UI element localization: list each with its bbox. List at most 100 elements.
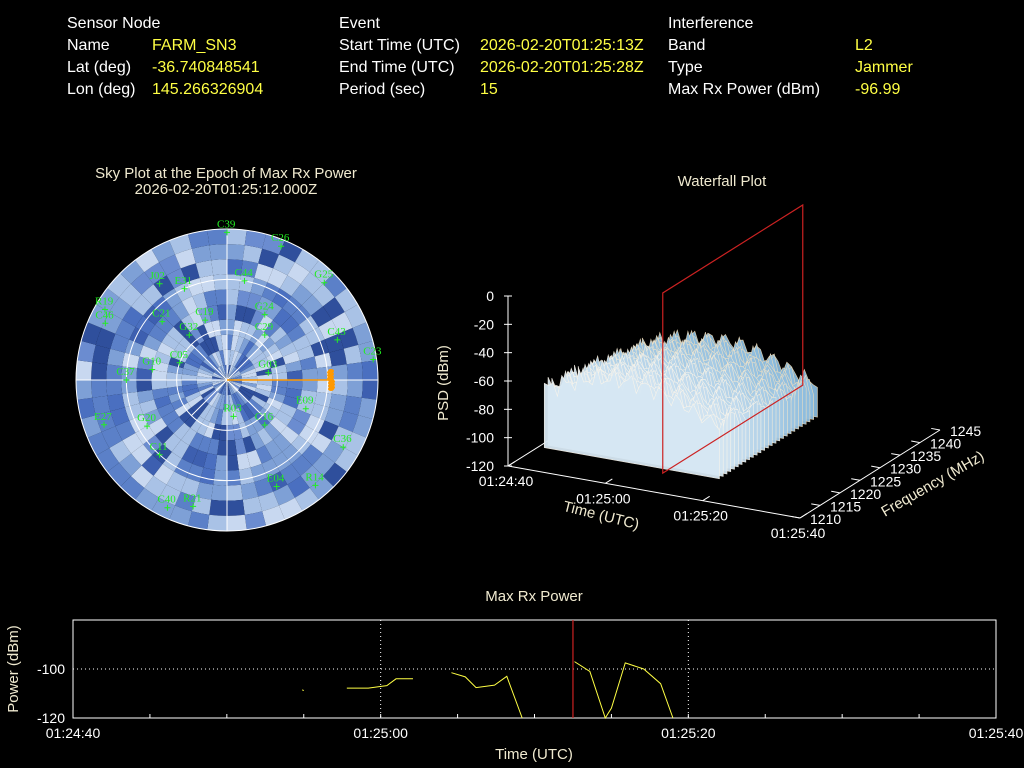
sky-cell bbox=[242, 403, 255, 420]
satellite-marker bbox=[312, 482, 319, 489]
sky-cell bbox=[122, 306, 144, 328]
sky-cell bbox=[199, 385, 214, 396]
satellite-label: C19 bbox=[195, 306, 214, 318]
sky-cell bbox=[361, 380, 378, 400]
satellite-label: R21 bbox=[183, 492, 201, 504]
satellite-label: C37 bbox=[116, 366, 135, 378]
sky-cell bbox=[186, 277, 204, 297]
sky-cell bbox=[200, 387, 216, 399]
time-axis bbox=[507, 465, 801, 519]
sky-cell bbox=[310, 432, 332, 454]
sky-cell bbox=[166, 380, 183, 388]
sky-cell bbox=[227, 229, 247, 246]
sky-cell bbox=[323, 462, 347, 487]
sky-cell bbox=[167, 364, 184, 375]
sky-cell bbox=[242, 307, 256, 325]
satellite-r03: R03 bbox=[223, 402, 242, 420]
sky-cell bbox=[190, 327, 205, 345]
sky-cell bbox=[227, 366, 235, 380]
sky-cell bbox=[119, 283, 142, 307]
sky-cell bbox=[196, 324, 210, 341]
sky-cell bbox=[279, 342, 297, 357]
sky-cell bbox=[191, 347, 206, 362]
sky-cell bbox=[135, 425, 156, 445]
sky-cell bbox=[240, 385, 255, 396]
sky-cell bbox=[318, 420, 339, 441]
lat-value: -36.740848541 bbox=[152, 59, 260, 76]
sky-cell bbox=[181, 296, 199, 315]
frequency-tick bbox=[891, 453, 901, 456]
sky-cell bbox=[95, 327, 116, 349]
sky-cell bbox=[246, 292, 262, 311]
sky-cell bbox=[262, 343, 280, 358]
satellite-g24: G24 bbox=[255, 301, 274, 318]
sky-cell bbox=[234, 438, 247, 455]
sky-cell bbox=[262, 505, 285, 526]
sky-cell bbox=[250, 395, 267, 408]
sky-cell bbox=[211, 259, 227, 276]
frequency-tick-label: 1220 bbox=[850, 486, 881, 502]
sky-cell bbox=[310, 306, 332, 328]
sky-cell bbox=[237, 358, 251, 371]
sky-cell bbox=[269, 416, 287, 434]
satellite-marker bbox=[186, 332, 193, 339]
sky-cell bbox=[135, 249, 160, 273]
sky-cell bbox=[262, 234, 285, 255]
sky-cell bbox=[227, 334, 233, 351]
sky-cell bbox=[137, 389, 155, 404]
sky-cell bbox=[199, 340, 212, 357]
sky-cell bbox=[197, 372, 213, 379]
time-tick-label: 01:24:40 bbox=[46, 725, 101, 741]
sky-cell bbox=[287, 262, 310, 285]
sky-cell bbox=[182, 368, 198, 377]
satellite-marker bbox=[101, 306, 108, 313]
sky-cell bbox=[314, 391, 332, 408]
sky-cell bbox=[312, 453, 335, 477]
sky-plot-title-text: Sky Plot at the Epoch of Max Rx Power bbox=[95, 165, 357, 182]
sky-cell bbox=[171, 397, 188, 411]
sky-cell bbox=[219, 394, 226, 410]
sky-cell bbox=[143, 334, 162, 352]
sky-cell bbox=[299, 389, 317, 404]
sky-cell bbox=[179, 407, 195, 423]
sky-cell bbox=[109, 297, 132, 320]
satellite-marker bbox=[156, 280, 163, 287]
satellite-marker bbox=[302, 405, 309, 412]
sky-cell bbox=[240, 368, 257, 377]
satellite-c39: C39 bbox=[217, 218, 236, 236]
sky-cell bbox=[300, 272, 324, 295]
sky-cell bbox=[194, 344, 209, 359]
sky-cell bbox=[76, 380, 93, 400]
sky-cell bbox=[181, 374, 198, 380]
sky-cell bbox=[227, 380, 237, 394]
sky-cell bbox=[238, 361, 254, 373]
sky-cell bbox=[122, 352, 140, 369]
sky-cell bbox=[272, 451, 292, 472]
sky-cell bbox=[254, 412, 270, 428]
sky-cell bbox=[259, 337, 275, 353]
satellite-label: C40 bbox=[157, 494, 176, 506]
sky-cell bbox=[352, 322, 373, 345]
sky-cell bbox=[211, 423, 222, 440]
sky-cell bbox=[240, 364, 255, 375]
sky-cell bbox=[208, 353, 220, 369]
sky-cell bbox=[324, 333, 344, 353]
sky-cell bbox=[203, 290, 218, 308]
satellite-g10: G10 bbox=[142, 355, 162, 373]
sky-cell bbox=[87, 304, 110, 328]
sky-cell bbox=[268, 356, 286, 369]
frequency-tick-label: 1230 bbox=[890, 461, 921, 477]
sky-cell bbox=[77, 397, 96, 420]
sky-cell bbox=[267, 268, 288, 289]
sky-cell bbox=[238, 406, 250, 422]
sky-cell bbox=[151, 370, 168, 380]
sky-cell bbox=[203, 452, 218, 470]
sky-cell bbox=[152, 387, 169, 400]
sky-cell bbox=[196, 376, 213, 380]
sky-cell bbox=[120, 476, 145, 500]
sky-cell bbox=[191, 245, 212, 264]
sky-cell bbox=[223, 380, 227, 395]
sky-cell bbox=[248, 347, 263, 362]
sky-cell bbox=[174, 248, 196, 269]
sky-cell bbox=[264, 439, 283, 459]
